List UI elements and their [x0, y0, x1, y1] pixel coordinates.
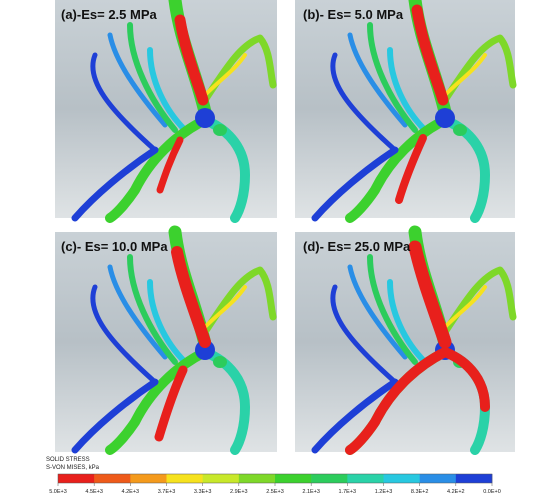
panel-label: (a)-Es= 2.5 MPa: [61, 7, 158, 22]
colorbar-segment: [58, 474, 95, 483]
colorbar-tick-label: 3.7E+3: [158, 489, 176, 495]
colorbar-tick-label: 0.0E+0: [483, 489, 501, 495]
colorbar-title: SOLID STRESS: [46, 457, 90, 463]
panel: (d)- Es= 25.0 MPa: [295, 232, 515, 452]
colorbar-segment: [94, 474, 131, 483]
colorbar-tick-label: 5.0E+3: [49, 489, 67, 495]
colorbar-tick-label: 3.3E+3: [194, 489, 212, 495]
colorbar-tick-label: 2.1E+3: [302, 489, 320, 495]
colorbar-tick-label: 4.5E+3: [85, 489, 103, 495]
panel: (a)-Es= 2.5 MPa: [55, 0, 277, 218]
colorbar-segment: [383, 474, 420, 483]
colorbar-segment: [455, 474, 493, 483]
colorbar-segment: [166, 474, 203, 483]
colorbar-tick-label: 4.2E+2: [447, 489, 465, 495]
colorbar-segment: [275, 474, 312, 483]
colorbar-segment: [238, 474, 276, 483]
panel: (c)- Es= 10.0 MPa: [55, 232, 277, 452]
colorbar-segment: [130, 474, 167, 483]
colorbar-tick-label: 2.5E+3: [266, 489, 284, 495]
colorbar-tick-label: 1.2E+3: [375, 489, 393, 495]
colorbar: 5.0E+3 4.5E+3 4.2E+3 3.7E+3 3.3E+3 2.9E+3 2.5E…: [49, 473, 501, 495]
colorbar-tick-label: 8.3E+2: [411, 489, 429, 495]
panel-label: (d)- Es= 25.0 MPa: [303, 239, 411, 254]
panel: (b)- Es= 5.0 MPa: [295, 0, 515, 218]
colorbar-tick-label: 4.2E+3: [122, 489, 140, 495]
panel-label: (b)- Es= 5.0 MPa: [303, 7, 404, 22]
colorbar-segment: [311, 474, 348, 483]
colorbar-segment: [202, 474, 240, 483]
panel-label: (c)- Es= 10.0 MPa: [61, 239, 168, 254]
colorbar-segment: [419, 474, 457, 483]
colorbar-tick-label: 1.7E+3: [339, 489, 357, 495]
colorbar-subtitle: S-VON MISES, kPa: [46, 465, 100, 471]
colorbar-tick-label: 2.9E+3: [230, 489, 248, 495]
colorbar-segment: [347, 474, 384, 483]
